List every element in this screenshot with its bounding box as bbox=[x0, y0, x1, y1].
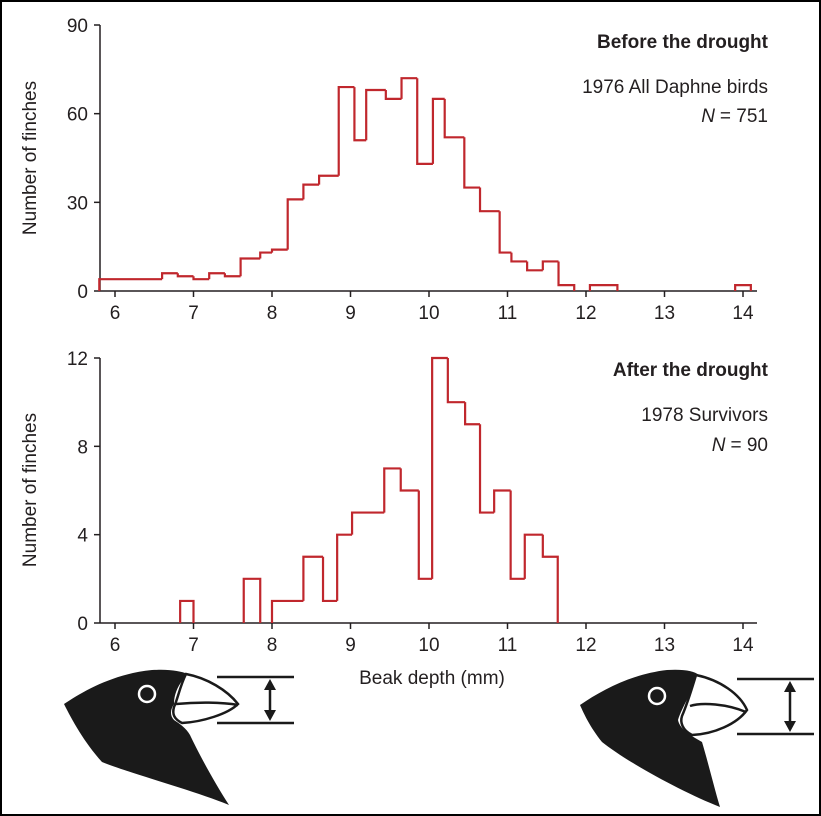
top-x-tick-label: 13 bbox=[654, 303, 675, 324]
top-x-tick-label: 14 bbox=[732, 303, 754, 324]
bottom-histogram-bin bbox=[336, 533, 353, 601]
bottom-y-tick-label: 12 bbox=[67, 349, 88, 370]
bottom-x-tick-label: 10 bbox=[418, 635, 439, 656]
top-histogram-bin bbox=[353, 87, 367, 142]
top-y-tick-label: 30 bbox=[67, 193, 88, 214]
top-histogram-bin bbox=[431, 97, 445, 164]
bottom-histogram-bin bbox=[417, 490, 433, 580]
top-histogram-bin bbox=[302, 183, 320, 200]
bottom-histogram-bin bbox=[350, 511, 385, 535]
eye-icon bbox=[647, 686, 667, 706]
bottom-histogram-bin bbox=[321, 556, 338, 603]
top-y-tick-label: 90 bbox=[67, 16, 88, 37]
top-histogram-bin bbox=[416, 78, 433, 166]
top-histogram-bin bbox=[239, 257, 261, 277]
bottom-histogram-bin bbox=[431, 356, 448, 579]
top-histogram-bin bbox=[161, 272, 178, 280]
top-histogram-bin bbox=[318, 174, 339, 185]
bottom-x-tick-label: 8 bbox=[267, 635, 278, 656]
eye-icon bbox=[137, 684, 157, 704]
beak-mouth-line bbox=[689, 702, 747, 714]
top-histogram-bin bbox=[286, 198, 304, 250]
bottom-histogram-bin bbox=[270, 599, 304, 623]
top-histogram-bin bbox=[259, 251, 272, 259]
xlabel: Beak depth (mm) bbox=[359, 668, 505, 689]
top-x-tick-label: 7 bbox=[188, 303, 199, 324]
top-histogram-bin bbox=[510, 252, 528, 263]
large-beak-finch-illustration bbox=[580, 669, 814, 807]
top-n-value: = 751 bbox=[720, 106, 768, 127]
bottom-histogram-bin bbox=[179, 599, 195, 623]
top-subtitle: 1976 All Daphne birds bbox=[582, 77, 768, 98]
top-x-tick-label: 8 bbox=[267, 303, 278, 324]
bottom-y-tick-label: 8 bbox=[77, 437, 88, 458]
double-arrow-icon bbox=[784, 681, 796, 732]
bottom-histogram-bin bbox=[302, 555, 324, 601]
bottom-histogram-bin bbox=[464, 402, 481, 426]
bottom-x-tick-label: 13 bbox=[654, 635, 675, 656]
top-histogram-bin bbox=[176, 273, 194, 278]
top-histogram-bin bbox=[463, 137, 481, 189]
small-beak-finch-illustration bbox=[64, 669, 294, 805]
finch-head bbox=[64, 669, 229, 805]
double-arrow-icon bbox=[264, 679, 276, 721]
bottom-x-tick-label: 14 bbox=[732, 635, 754, 656]
bottom-histogram-bin bbox=[509, 490, 525, 580]
beak-mouth-line bbox=[175, 701, 239, 707]
bottom-ylabel: Number of finches bbox=[20, 413, 41, 567]
top-histogram-bin bbox=[365, 88, 386, 141]
bottom-histogram-bin bbox=[383, 467, 401, 513]
top-histogram-bin bbox=[98, 278, 163, 291]
top-y-tick-label: 0 bbox=[77, 282, 88, 303]
top-histogram-bin bbox=[498, 211, 512, 254]
top-histogram-bin bbox=[443, 98, 465, 139]
bottom-n: N = 90 bbox=[712, 435, 768, 456]
top-x-tick-label: 9 bbox=[345, 303, 356, 324]
bottom-subtitle: 1978 Survivors bbox=[641, 405, 768, 426]
bottom-histogram-bin bbox=[446, 358, 466, 404]
bottom-n-label: N bbox=[712, 435, 726, 456]
bottom-histogram-bin bbox=[478, 424, 495, 514]
bottom-histogram-bin bbox=[541, 534, 559, 623]
bottom-title: After the drought bbox=[613, 360, 769, 381]
top-y-tick-label: 60 bbox=[67, 105, 88, 126]
top-ylabel: Number of finches bbox=[20, 81, 41, 235]
top-histogram-bin bbox=[400, 77, 418, 99]
top-histogram-bin bbox=[588, 283, 619, 291]
bottom-histogram-bin bbox=[242, 577, 262, 623]
top-n-label: N bbox=[701, 106, 715, 127]
top-histogram-bin bbox=[734, 283, 752, 291]
top-n: N = 751 bbox=[701, 106, 768, 127]
top-x-tick-label: 10 bbox=[418, 303, 439, 324]
top-title: Before the drought bbox=[597, 32, 769, 53]
top-histogram-bin bbox=[337, 85, 355, 176]
bottom-histogram-bin bbox=[523, 533, 543, 579]
top-x-tick-label: 11 bbox=[498, 303, 518, 324]
bottom-x-tick-label: 12 bbox=[575, 635, 596, 656]
bottom-x-tick-label: 7 bbox=[188, 635, 199, 656]
top-histogram-bin bbox=[526, 261, 543, 272]
bottom-n-value: = 90 bbox=[730, 435, 768, 456]
small-beak bbox=[172, 672, 240, 725]
top-histogram-bin bbox=[541, 260, 559, 271]
top-histogram-bin bbox=[192, 276, 210, 281]
bottom-histogram-bin bbox=[399, 468, 419, 492]
bottom-x-tick-label: 6 bbox=[110, 635, 121, 656]
finch-head bbox=[580, 669, 720, 807]
bottom-y-tick-label: 4 bbox=[77, 526, 88, 547]
top-histogram-bin bbox=[384, 90, 402, 100]
bottom-histogram-bin bbox=[493, 489, 511, 513]
top-x-tick-label: 6 bbox=[110, 303, 121, 324]
top-histogram-bin bbox=[478, 187, 500, 213]
bottom-x-tick-label: 11 bbox=[498, 635, 518, 656]
top-histogram-bin bbox=[208, 272, 225, 280]
bottom-x-tick-label: 9 bbox=[345, 635, 356, 656]
top-histogram-bin bbox=[270, 248, 288, 253]
top-histogram-bin bbox=[223, 273, 241, 278]
bottom-y-tick-label: 0 bbox=[77, 614, 88, 635]
top-x-tick-label: 12 bbox=[575, 303, 596, 324]
top-histogram-bin bbox=[557, 261, 576, 291]
